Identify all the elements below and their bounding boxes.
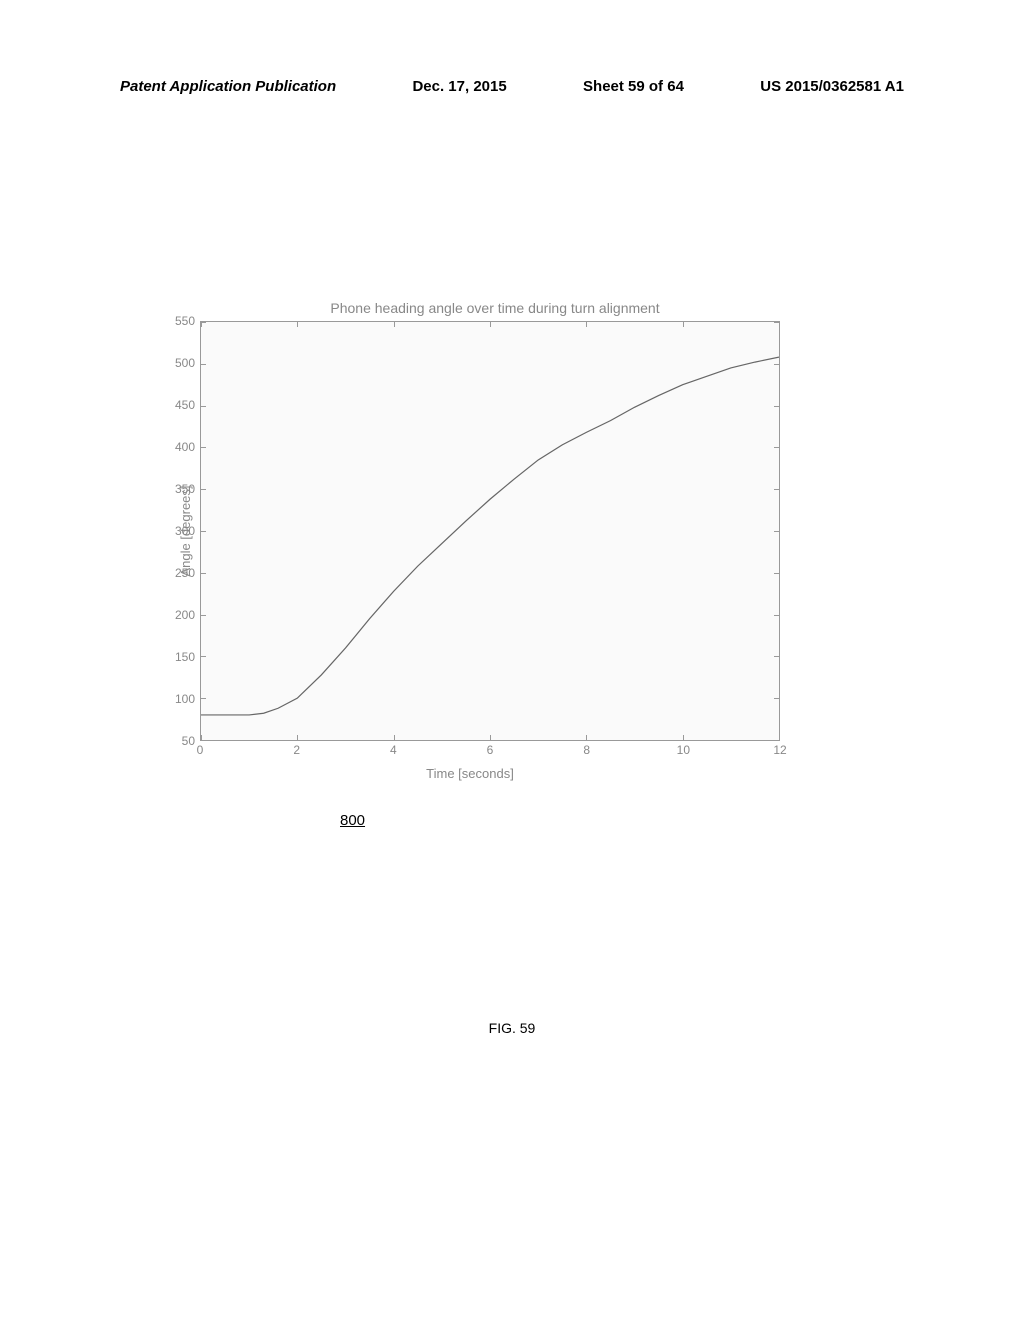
chart-title: Phone heading angle over time during tur… (210, 300, 780, 316)
x-tick-label: 8 (583, 743, 590, 757)
x-tick-label: 2 (293, 743, 300, 757)
x-tick-mark-top (297, 322, 298, 327)
x-tick-mark (394, 735, 395, 740)
x-tick-label: 10 (677, 743, 690, 757)
y-tick-mark (201, 656, 206, 657)
y-tick-mark (201, 531, 206, 532)
y-axis-ticks: 50100150200250300350400450500550 (160, 321, 200, 741)
chart-area: Angle [degrees] 501001502002503003504004… (160, 321, 780, 741)
chart-container: Phone heading angle over time during tur… (160, 300, 780, 780)
x-axis-ticks: 024681012 (200, 741, 780, 761)
y-tick-label: 300 (175, 524, 195, 538)
y-tick-label: 50 (182, 734, 195, 748)
y-tick-mark (201, 406, 206, 407)
y-tick-mark (201, 573, 206, 574)
x-tick-mark-top (394, 322, 395, 327)
y-tick-label: 250 (175, 566, 195, 580)
header-pubnum: US 2015/0362581 A1 (760, 78, 904, 95)
x-tick-mark-top (586, 322, 587, 327)
y-tick-mark-right (774, 531, 779, 532)
x-tick-label: 0 (197, 743, 204, 757)
figure-label: FIG. 59 (0, 1020, 1024, 1036)
plot-box (200, 321, 780, 741)
y-tick-mark-right (774, 656, 779, 657)
x-tick-mark (201, 735, 202, 740)
y-tick-mark (201, 698, 206, 699)
x-tick-mark-top (201, 322, 202, 327)
y-tick-mark-right (774, 447, 779, 448)
x-tick-mark-top (683, 322, 684, 327)
y-tick-label: 150 (175, 650, 195, 664)
line-chart-svg (201, 322, 779, 740)
header-date: Dec. 17, 2015 (412, 78, 506, 95)
x-tick-label: 6 (487, 743, 494, 757)
y-tick-label: 350 (175, 482, 195, 496)
y-tick-label: 400 (175, 440, 195, 454)
header-left: Patent Application Publication (120, 78, 336, 95)
y-tick-label: 550 (175, 314, 195, 328)
figure-number: 800 (340, 812, 365, 829)
y-tick-mark (201, 489, 206, 490)
page-header: Patent Application Publication Dec. 17, … (120, 78, 904, 95)
y-tick-label: 500 (175, 356, 195, 370)
x-tick-mark (586, 735, 587, 740)
y-tick-mark-right (774, 615, 779, 616)
y-tick-label: 100 (175, 692, 195, 706)
x-tick-mark (683, 735, 684, 740)
y-tick-mark (201, 447, 206, 448)
x-tick-mark (297, 735, 298, 740)
x-tick-mark-top (490, 322, 491, 327)
x-tick-mark (490, 735, 491, 740)
x-tick-mark-top (779, 322, 780, 327)
y-tick-mark-right (774, 406, 779, 407)
x-tick-label: 4 (390, 743, 397, 757)
header-sheet: Sheet 59 of 64 (583, 78, 684, 95)
x-tick-label: 12 (773, 743, 786, 757)
y-tick-mark (201, 615, 206, 616)
y-tick-mark (201, 364, 206, 365)
y-tick-mark-right (774, 364, 779, 365)
x-axis-label: Time [seconds] (426, 766, 514, 781)
y-tick-label: 450 (175, 398, 195, 412)
x-tick-mark (779, 735, 780, 740)
y-tick-mark-right (774, 698, 779, 699)
y-tick-mark-right (774, 573, 779, 574)
y-tick-label: 200 (175, 608, 195, 622)
y-tick-mark-right (774, 489, 779, 490)
